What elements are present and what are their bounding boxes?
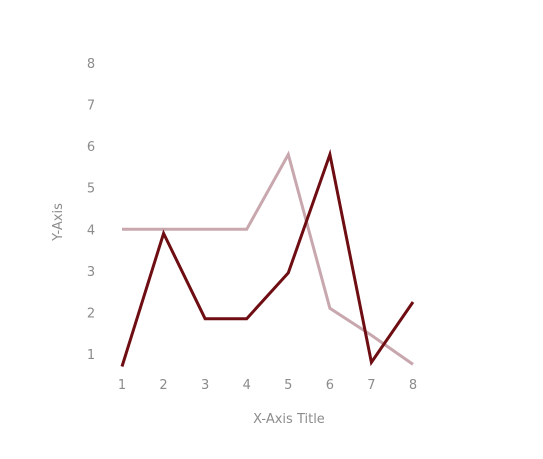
x-tick-label: 5 (284, 378, 292, 393)
x-tick-label: 7 (367, 378, 375, 393)
x-tick-label: 1 (118, 378, 126, 393)
x-tick-label: 4 (243, 378, 251, 393)
y-axis-ticks: 1 2 3 4 5 6 7 8 (87, 57, 95, 363)
y-tick-label: 4 (87, 223, 95, 238)
x-axis-title: X-Axis Title (253, 412, 325, 427)
y-tick-label: 5 (87, 182, 95, 197)
x-tick-label: 6 (326, 378, 334, 393)
points-layer (121, 154, 414, 367)
x-tick-label: 2 (159, 378, 167, 393)
series-layer (120, 148, 415, 367)
y-tick-label: 1 (87, 348, 95, 363)
y-tick-label: 3 (87, 265, 95, 280)
x-tick-label: 8 (409, 378, 417, 393)
series-line-1 (122, 150, 414, 366)
y-tick-label: 7 (87, 99, 95, 114)
y-axis-title: Y-Axis (51, 203, 66, 242)
y-tick-label: 8 (87, 57, 95, 72)
y-tick-label: 6 (87, 140, 95, 155)
x-tick-label: 3 (201, 378, 209, 393)
y-tick-label: 2 (87, 306, 95, 321)
x-axis-ticks: 1 2 3 4 5 6 7 8 (118, 378, 417, 393)
series-line-2 (120, 148, 415, 367)
